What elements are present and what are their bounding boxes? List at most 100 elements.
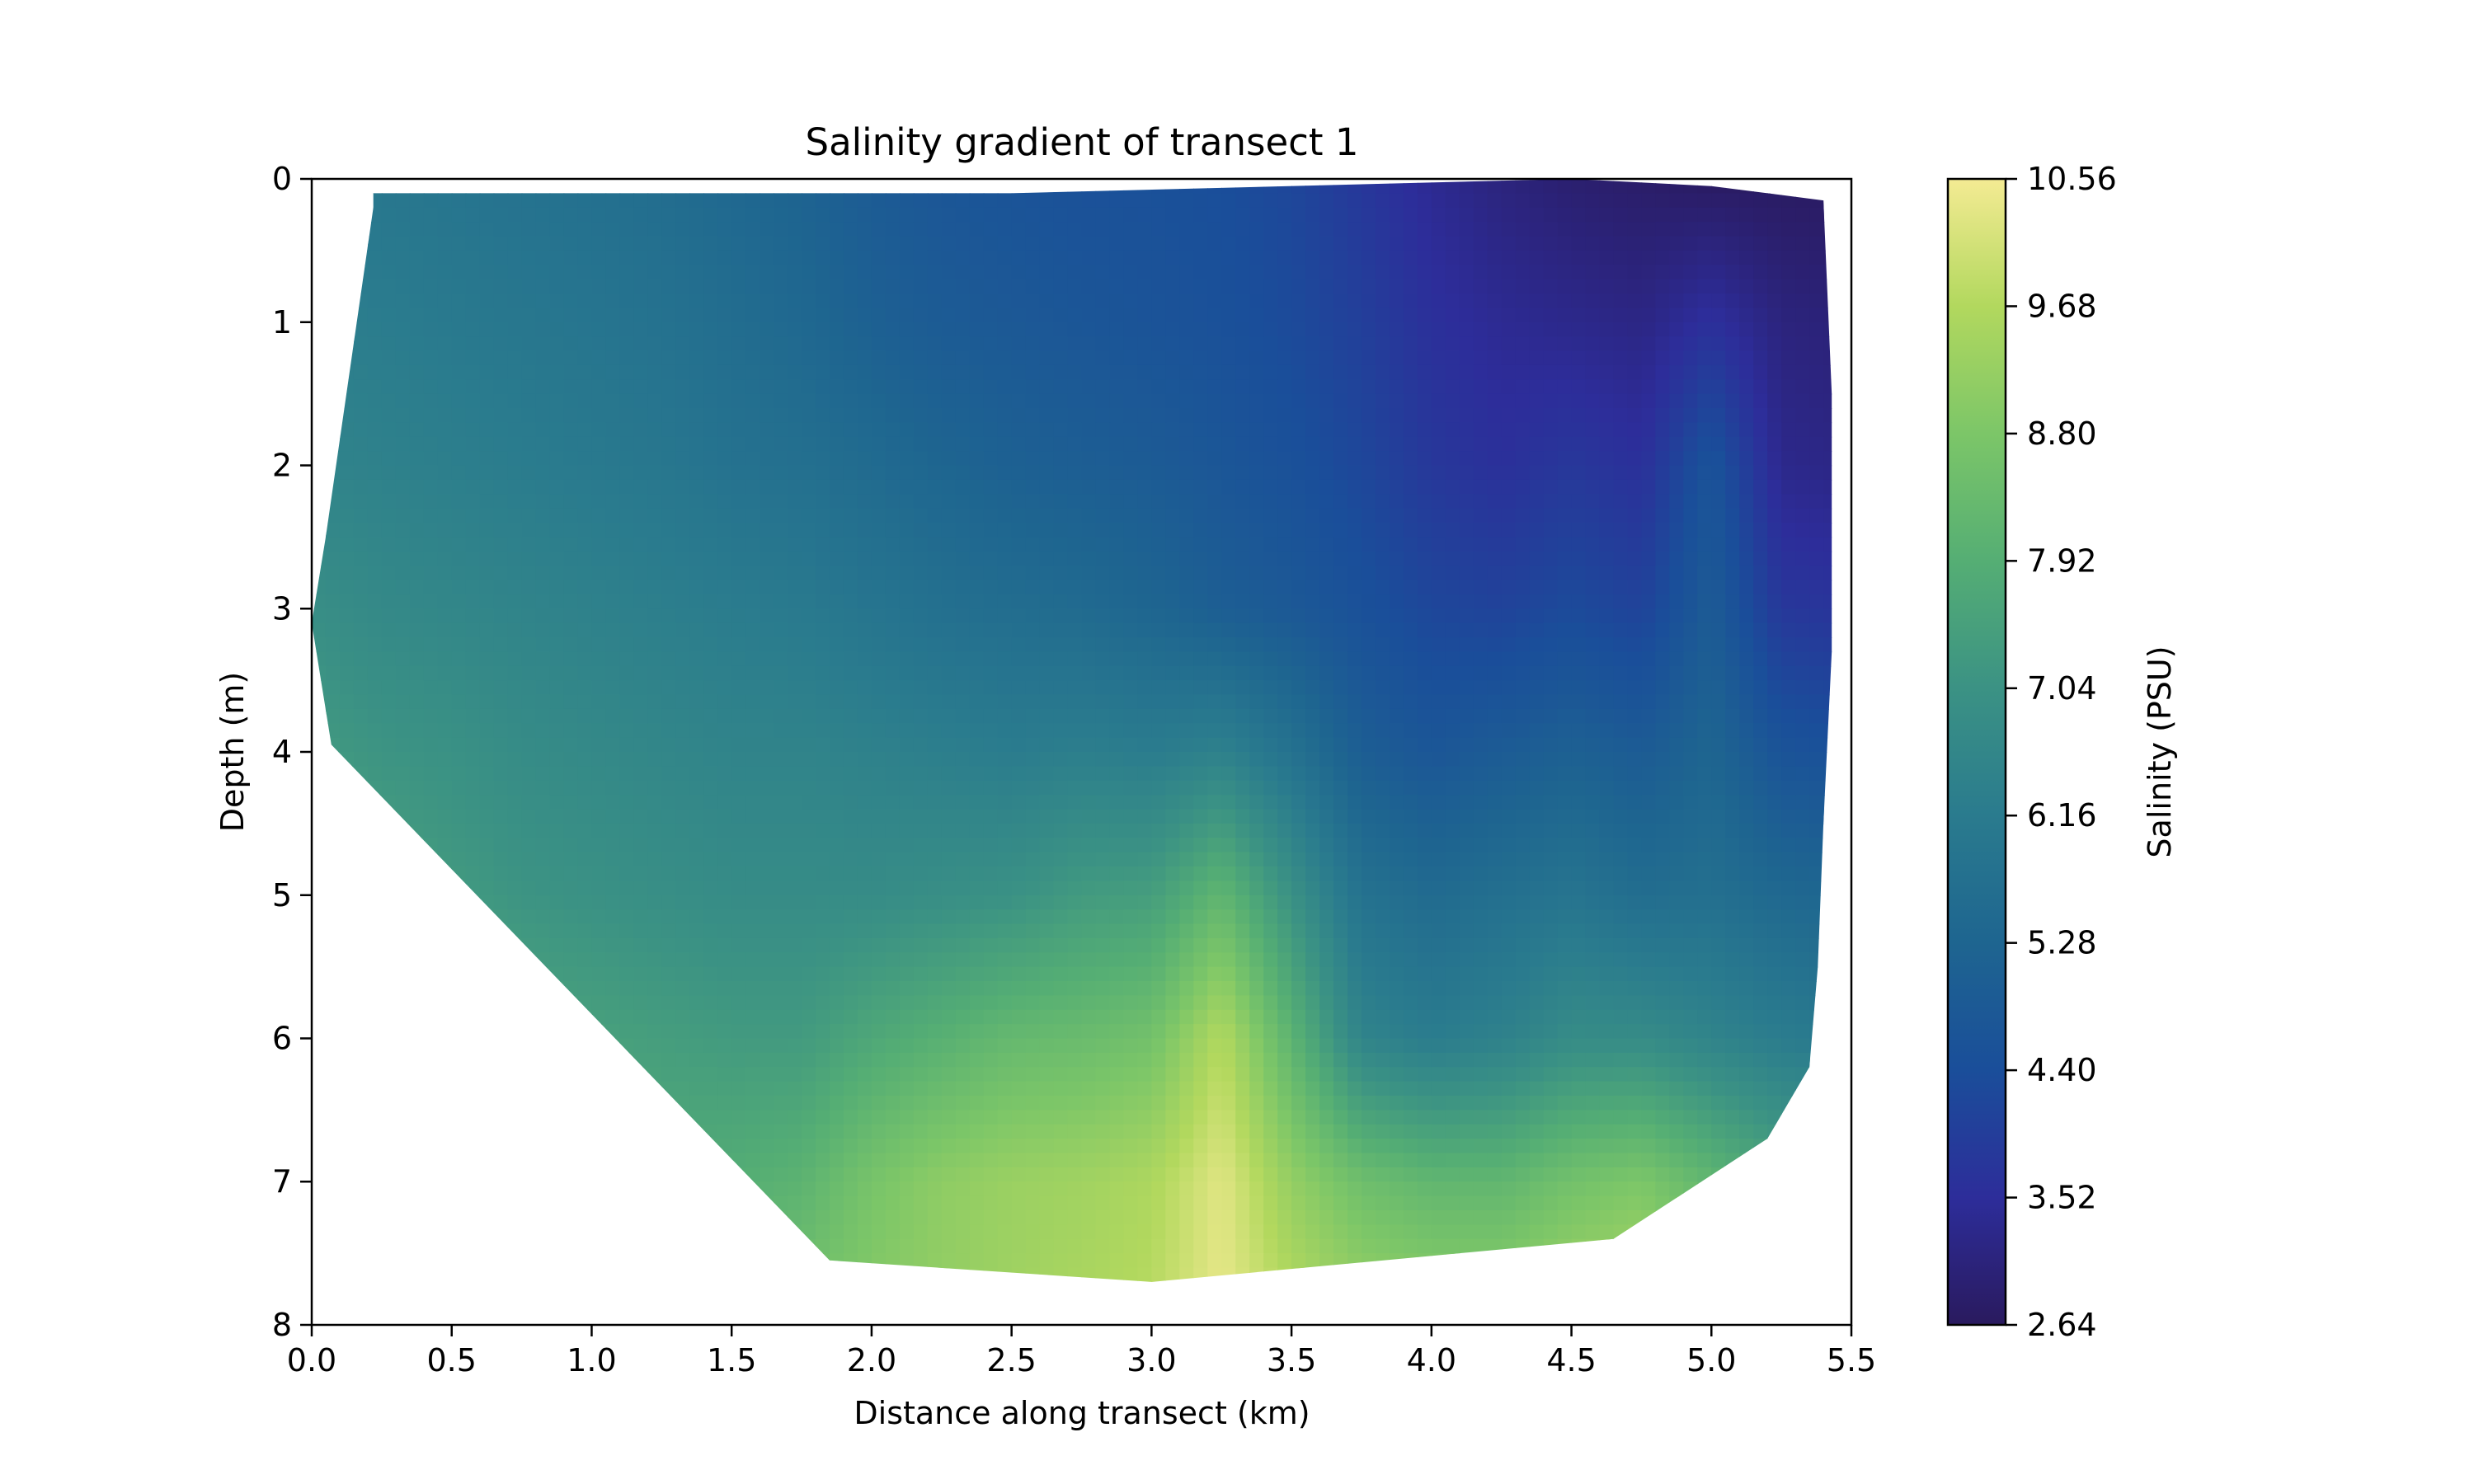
heatmap-cell [577, 336, 593, 352]
heatmap-cell [1641, 436, 1657, 452]
heatmap-cell [969, 193, 985, 209]
heatmap-cell [493, 479, 509, 495]
heatmap-cell [1123, 236, 1139, 251]
heatmap-cell [689, 193, 705, 209]
heatmap-cell [1585, 479, 1601, 495]
heatmap-cell [1823, 608, 1832, 624]
heatmap-cell [941, 823, 957, 839]
heatmap-cell [1361, 207, 1376, 223]
heatmap-cell [941, 393, 957, 409]
heatmap-cell [1305, 651, 1320, 667]
heatmap-cell [367, 393, 383, 409]
heatmap-cell [312, 566, 327, 581]
heatmap-cell [774, 737, 788, 753]
heatmap-cell [1291, 523, 1306, 538]
heatmap-cell [675, 551, 691, 566]
heatmap-cell [1375, 694, 1390, 710]
heatmap-cell [1781, 566, 1796, 581]
heatmap-cell [633, 250, 649, 266]
heatmap-cell [1375, 508, 1390, 524]
heatmap-cell [829, 465, 844, 481]
heatmap-cell [381, 308, 397, 323]
heatmap-cell [1123, 608, 1139, 624]
heatmap-cell [1543, 193, 1559, 209]
heatmap-cell [1193, 708, 1209, 725]
heatmap-cell [1613, 594, 1629, 610]
heatmap-cell [1431, 250, 1446, 266]
heatmap-cell [1487, 608, 1503, 624]
heatmap-cell [1389, 350, 1404, 366]
heatmap-cell [521, 451, 537, 467]
heatmap-cell [1669, 364, 1685, 381]
heatmap-cell [605, 179, 621, 195]
heatmap-cell [871, 680, 887, 696]
heatmap-cell [647, 594, 663, 610]
heatmap-cell [1347, 737, 1362, 753]
heatmap-cell [521, 207, 537, 223]
heatmap-cell [1837, 680, 1852, 695]
heatmap-cell [1137, 193, 1153, 209]
heatmap-cell [1319, 637, 1334, 653]
heatmap-cell [1207, 708, 1223, 725]
heatmap-cell [1697, 551, 1713, 566]
heatmap-cell [703, 723, 719, 739]
heatmap-cell [816, 708, 830, 725]
heatmap-cell [409, 322, 425, 337]
heatmap-cell [927, 294, 943, 309]
heatmap-cell [605, 651, 621, 667]
heatmap-cell [913, 179, 929, 195]
heatmap-cell [1263, 436, 1278, 452]
heatmap-cell [353, 207, 369, 223]
heatmap-cell [816, 393, 830, 409]
heatmap-cell [1459, 694, 1475, 710]
heatmap-cell [647, 179, 663, 195]
heatmap-cell [1767, 364, 1782, 381]
heatmap-cell [913, 250, 929, 266]
heatmap-cell [1543, 479, 1559, 495]
heatmap-cell [1669, 393, 1685, 409]
heatmap-cell [1375, 752, 1390, 768]
heatmap-cell [1067, 809, 1083, 824]
heatmap-cell [1179, 665, 1195, 681]
heatmap-cell [1641, 665, 1657, 681]
heatmap-cell [1333, 795, 1348, 810]
heatmap-cell [1291, 336, 1306, 352]
heatmap-cell [816, 566, 830, 581]
heatmap-cell [325, 651, 341, 667]
heatmap-cell [493, 179, 509, 195]
heatmap-cell [717, 350, 732, 366]
heatmap-cell [1781, 551, 1796, 566]
heatmap-cell [1025, 694, 1041, 710]
heatmap-cell [857, 265, 872, 280]
heatmap-cell [1053, 752, 1069, 768]
heatmap-cell [689, 680, 705, 696]
heatmap-cell [1375, 250, 1390, 266]
heatmap-cell [1319, 179, 1334, 195]
heatmap-cell [1473, 336, 1489, 352]
heatmap-cell [717, 622, 732, 638]
heatmap-cell [885, 622, 901, 638]
heatmap-cell [983, 279, 999, 294]
heatmap-cell [661, 350, 677, 366]
heatmap-cell [1403, 680, 1418, 696]
heatmap-cell [1515, 780, 1531, 796]
heatmap-cell [675, 580, 691, 595]
heatmap-cell [788, 308, 802, 323]
heatmap-cell [1431, 408, 1446, 424]
heatmap-cell [857, 336, 872, 352]
heatmap-cell [969, 265, 985, 280]
heatmap-cell [1067, 408, 1083, 424]
heatmap-cell [717, 523, 732, 538]
heatmap-cell [1725, 408, 1741, 424]
heatmap-cell [381, 479, 397, 495]
heatmap-cell [774, 193, 788, 209]
heatmap-cell [1515, 809, 1531, 824]
heatmap-cell [1795, 752, 1810, 768]
heatmap-cell [1585, 465, 1601, 481]
heatmap-cell [1557, 451, 1573, 467]
heatmap-cell [1711, 364, 1727, 381]
heatmap-cell [1207, 809, 1223, 824]
heatmap-cell [1053, 622, 1069, 638]
heatmap-cell [1431, 622, 1446, 638]
heatmap-cell [493, 823, 509, 839]
